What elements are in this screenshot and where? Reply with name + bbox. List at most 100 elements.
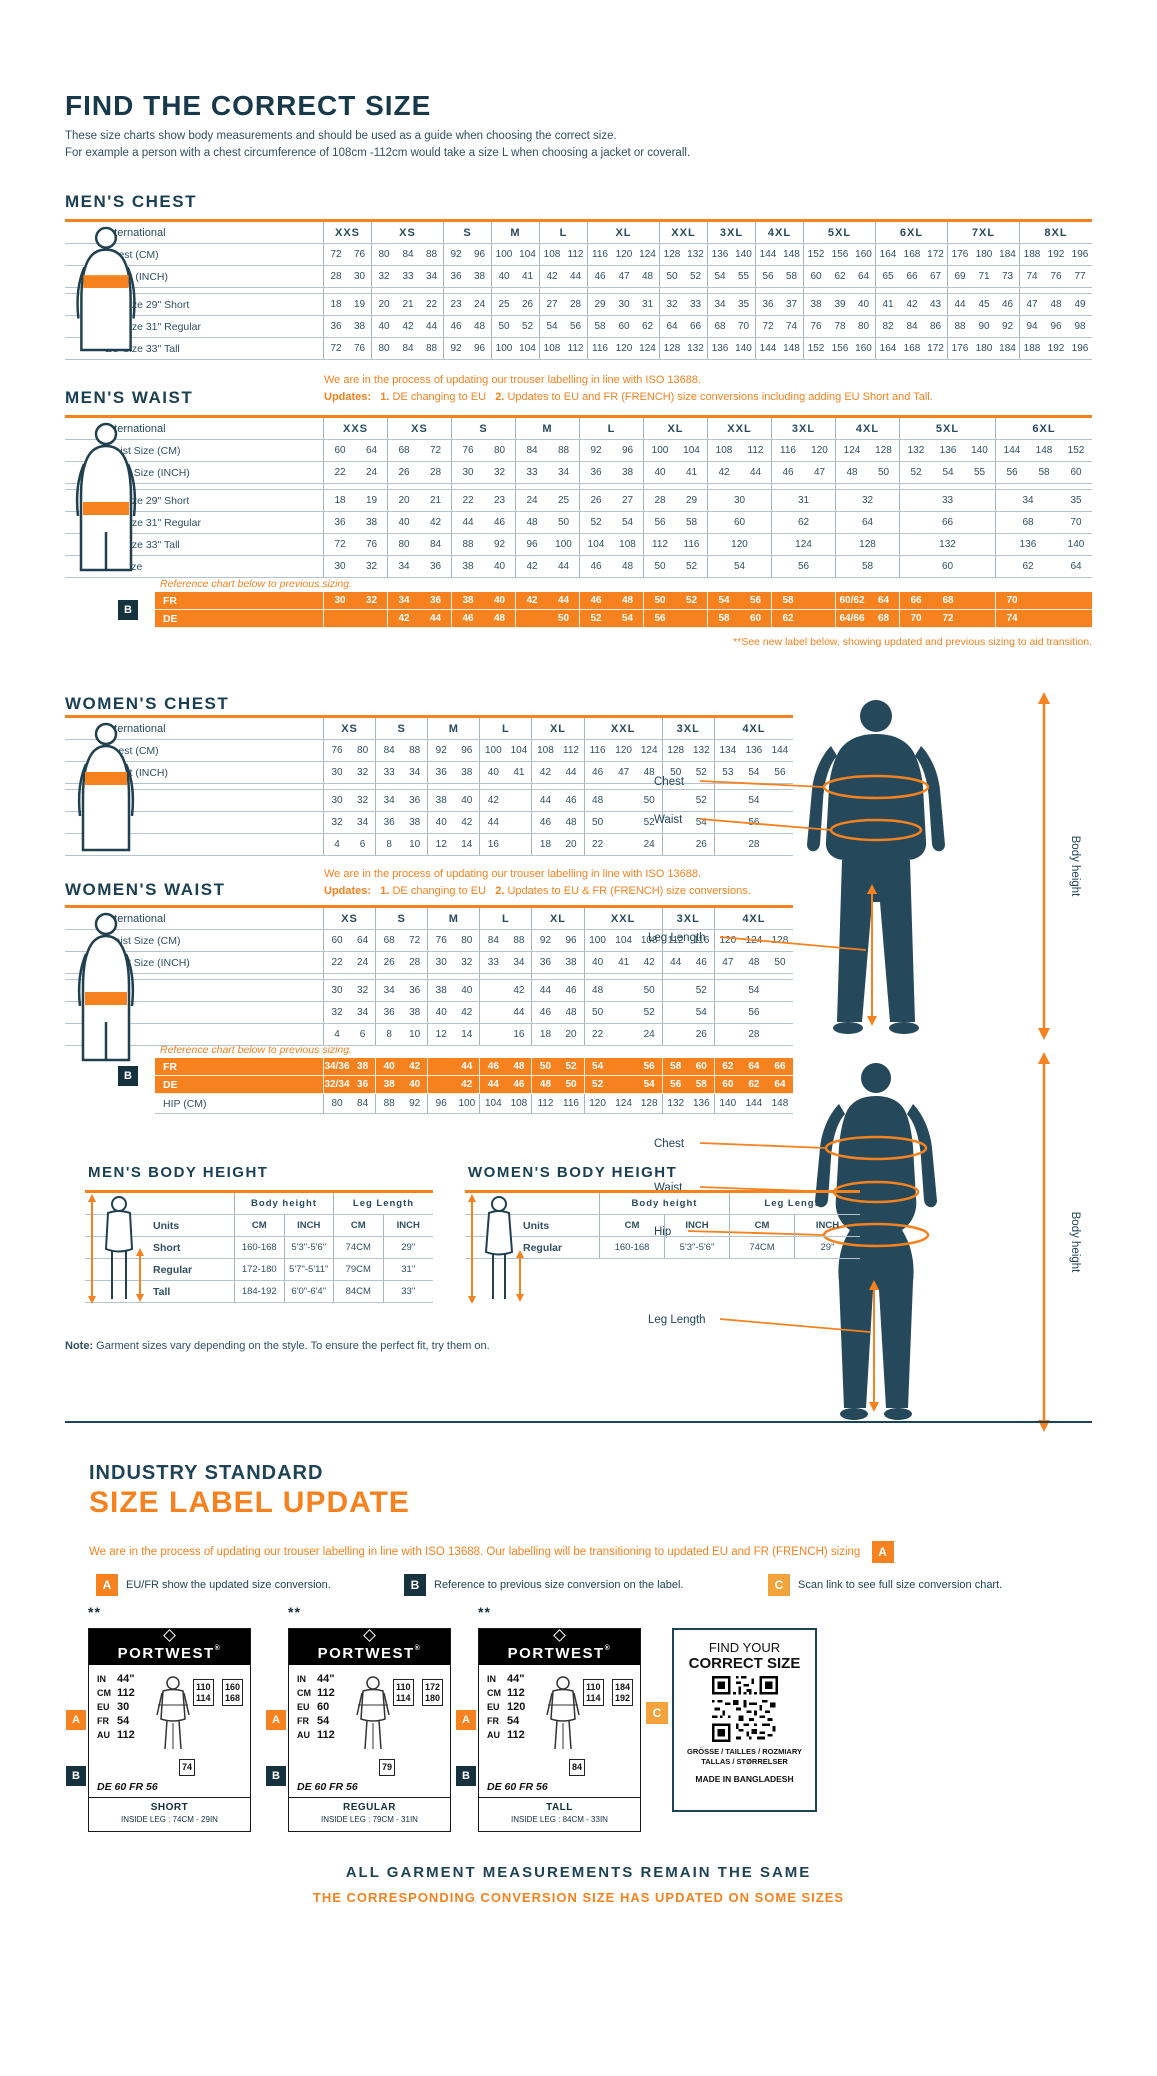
table-cell: 48	[846, 467, 858, 478]
table-cell	[1028, 610, 1060, 627]
table-cell: 40	[378, 321, 390, 332]
table-cell	[676, 610, 708, 627]
mini-figure	[153, 1675, 193, 1758]
table-cell: 56	[774, 767, 786, 778]
languages-line2: TALLAS / STØRRELSER	[701, 1757, 788, 1766]
table-cell: 42	[454, 1076, 481, 1093]
table-cell: 68	[714, 321, 726, 332]
table-cell	[480, 1002, 506, 1023]
table-cell: 100	[495, 343, 513, 354]
badge-b: B	[456, 1766, 476, 1786]
table-cell: 5'3"-5'6"	[665, 1237, 730, 1258]
table-cell: 108	[715, 445, 733, 456]
table-cell: 32	[378, 271, 390, 282]
table-cell: 34	[350, 1002, 377, 1023]
table-cell: 74	[780, 316, 804, 337]
spacer-cell	[532, 974, 585, 979]
spacer-cell	[772, 484, 836, 489]
table-cell: 54	[689, 1002, 715, 1023]
size-column-header: XS	[324, 718, 377, 739]
table-cell: 24	[526, 495, 538, 506]
table-cell: 112	[537, 1098, 554, 1109]
table-cell: 92	[402, 1094, 429, 1113]
update-2-num: 2.	[495, 391, 505, 403]
updates-label: Updates:	[324, 391, 372, 403]
spec-value: 112	[117, 1687, 135, 1699]
table-cell: 46	[558, 980, 585, 1001]
table-cell: 116	[689, 930, 715, 951]
inside-leg-text: INSIDE LEG : 79CM - 31IN	[321, 1815, 418, 1824]
table-cell: 32	[454, 952, 481, 973]
table-cell: 48	[636, 266, 660, 287]
table-cell: 42	[398, 613, 410, 624]
table-cell: 48	[506, 1058, 533, 1075]
table-cell	[964, 610, 996, 627]
row-label: Regular	[465, 1237, 600, 1258]
table-cell: 72	[330, 249, 342, 260]
footer-line2: THE CORRESPONDING CONVERSION SIZE HAS UP…	[312, 1890, 845, 1905]
table-cell: 36	[383, 1007, 395, 1018]
table-cell: 46	[487, 1061, 499, 1072]
size-column-header: L	[480, 718, 533, 739]
table-row: HIP (CM) 80 84 88 92 96 100 104 108 112 116 120 124 1…	[155, 1094, 793, 1114]
mini-figure-icon	[156, 1676, 190, 1750]
table-cell: 128	[667, 745, 685, 756]
table-cell: 34	[548, 462, 580, 483]
table-cell: 38	[462, 561, 474, 572]
table-cell: 50	[592, 817, 604, 828]
table-cell: 41	[506, 762, 533, 783]
table-cell: 92	[435, 745, 447, 756]
table-cell: 64	[356, 440, 388, 461]
table-cell: 44	[564, 266, 588, 287]
table-row: International XXS XS S M L XL XXL 3XL 4XL 5XL 6XL 7X…	[65, 222, 1092, 244]
table-cell: 180	[975, 343, 993, 354]
table-cell: 120	[615, 249, 633, 260]
table-cell: 104	[615, 935, 632, 946]
table-cell: 76	[348, 244, 372, 265]
table-cell: 62	[782, 613, 794, 624]
size-label-update-heading: SIZE LABEL UPDATE	[89, 1486, 410, 1519]
table-cell: 37	[780, 294, 804, 315]
table-cell: 31	[772, 490, 836, 511]
table-cell: 176	[951, 343, 969, 354]
table-row: DE 32/34 36 38 40 42 44 46 48 50 52 54 56 58 60 62 64	[155, 1076, 793, 1094]
table-cell: 46	[539, 817, 552, 828]
table-cell: CM	[235, 1215, 285, 1236]
table-cell: 26	[689, 834, 715, 855]
spec-key: FR	[487, 1716, 499, 1726]
table-cell: 74	[1006, 613, 1018, 624]
card-stars: **	[88, 1604, 101, 1620]
update-1-text: DE changing to EU	[392, 391, 487, 403]
spec-key: IN	[97, 1674, 106, 1684]
table-row	[65, 484, 1092, 490]
table-cell: 172	[924, 244, 948, 265]
mini-figure	[543, 1675, 583, 1758]
table-cell: 134	[719, 745, 737, 756]
table-cell	[1060, 592, 1092, 609]
table-cell: 42	[526, 595, 538, 606]
table-cell: 136	[711, 249, 729, 260]
table-cell: 56	[772, 556, 836, 577]
table-cell: 44	[487, 1079, 499, 1090]
spec-key: EU	[297, 1702, 310, 1712]
table-cell: 14	[454, 834, 481, 855]
table-row: Units CM INCH CM INCH	[85, 1215, 433, 1237]
size-spec-list: IN 44" CM 112 EU 30 FR 54 AU 112	[97, 1671, 135, 1741]
table-cell: 20	[398, 495, 410, 506]
height-range-box: 160 168	[222, 1679, 244, 1706]
table-cell: 152	[807, 249, 825, 260]
table-cell: 136	[745, 745, 763, 756]
table-cell: 84	[487, 935, 499, 946]
table-cell: 36	[420, 556, 452, 577]
table-cell: 44	[454, 1058, 481, 1075]
table-cell: 184	[996, 338, 1020, 359]
size-label-card: PORTWEST® IN 44" CM 112 EU 60 FR 54 AU 112 110 114 17…	[288, 1628, 451, 1832]
table-cell: 65	[882, 271, 894, 282]
table-cell: 24	[468, 294, 492, 315]
table-cell: 44	[740, 462, 772, 483]
spacer-cell	[708, 288, 756, 293]
hip-label: Hip	[654, 1226, 671, 1238]
table-cell: 69	[954, 271, 966, 282]
table-cell: 46	[590, 561, 602, 572]
table-row: FR 34/36 38 40 42 44 46 48 50 52 54 56 58 60 62 64 66	[155, 1058, 793, 1076]
